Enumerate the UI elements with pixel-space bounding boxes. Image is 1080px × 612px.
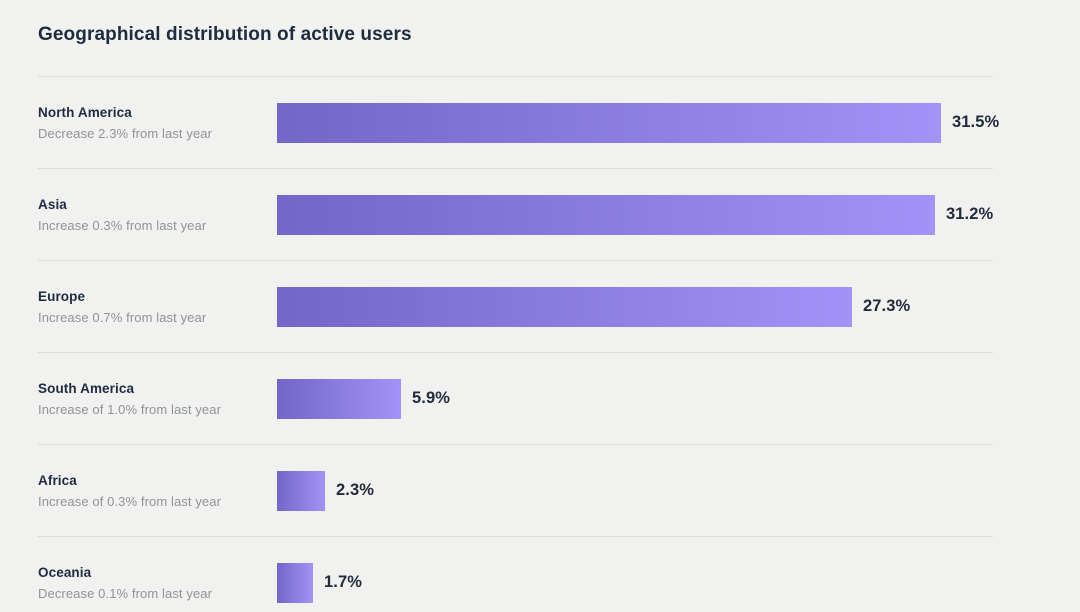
region-change: Decrease 2.3% from last year bbox=[38, 125, 213, 141]
bar-area: 2.3% bbox=[277, 470, 993, 511]
bar-area: 27.3% bbox=[277, 286, 993, 327]
value-label: 2.3% bbox=[336, 481, 375, 499]
chart-row: Africa Increase of 0.3% from last year 2.3… bbox=[38, 444, 993, 536]
row-label: North America Decrease 2.3% from last yea… bbox=[38, 105, 277, 141]
region-name: Europe bbox=[38, 288, 86, 304]
region-change: Increase of 1.0% from last year bbox=[38, 401, 222, 417]
chart-row: North America Decrease 2.3% from last yea… bbox=[38, 76, 999, 168]
value-label: 5.9% bbox=[412, 389, 451, 407]
chart-row: South America Increase of 1.0% from last … bbox=[38, 352, 993, 444]
chart-header: Geographical distribution of active user… bbox=[38, 0, 993, 76]
value-bar bbox=[277, 286, 852, 327]
geo-distribution-chart: Geographical distribution of active user… bbox=[38, 0, 999, 612]
value-bar bbox=[277, 378, 401, 419]
region-change: Increase 0.3% from last year bbox=[38, 217, 207, 233]
chart-row: Oceania Decrease 0.1% from last year 1.7% bbox=[38, 536, 993, 612]
bar-area: 31.2% bbox=[277, 194, 994, 235]
chart-title: Geographical distribution of active user… bbox=[38, 24, 412, 45]
bar-area: 1.7% bbox=[277, 562, 993, 603]
row-label: Asia Increase 0.3% from last year bbox=[38, 197, 277, 233]
region-name: North America bbox=[38, 104, 132, 120]
value-label: 31.5% bbox=[952, 113, 1000, 131]
region-name: Oceania bbox=[38, 564, 92, 580]
chart-row: Europe Increase 0.7% from last year 27.3% bbox=[38, 260, 993, 352]
region-name: Africa bbox=[38, 472, 77, 488]
region-change: Increase 0.7% from last year bbox=[38, 309, 207, 325]
value-label: 27.3% bbox=[863, 297, 911, 315]
region-name: South America bbox=[38, 380, 135, 396]
bar-area: 31.5% bbox=[277, 102, 1000, 143]
value-bar bbox=[277, 470, 325, 511]
value-bar bbox=[277, 194, 935, 235]
value-bar bbox=[277, 562, 313, 603]
row-label: South America Increase of 1.0% from last … bbox=[38, 381, 277, 417]
region-change: Decrease 0.1% from last year bbox=[38, 585, 213, 601]
row-label: Europe Increase 0.7% from last year bbox=[38, 289, 277, 325]
chart-row: Asia Increase 0.3% from last year 31.2% bbox=[38, 168, 993, 260]
region-name: Asia bbox=[38, 196, 67, 212]
row-label: Africa Increase of 0.3% from last year bbox=[38, 473, 277, 509]
chart-rows: North America Decrease 2.3% from last yea… bbox=[38, 76, 999, 612]
region-change: Increase of 0.3% from last year bbox=[38, 493, 222, 509]
row-label: Oceania Decrease 0.1% from last year bbox=[38, 565, 277, 601]
value-label: 31.2% bbox=[946, 205, 994, 223]
bar-area: 5.9% bbox=[277, 378, 993, 419]
value-label: 1.7% bbox=[324, 573, 363, 591]
value-bar bbox=[277, 102, 941, 143]
